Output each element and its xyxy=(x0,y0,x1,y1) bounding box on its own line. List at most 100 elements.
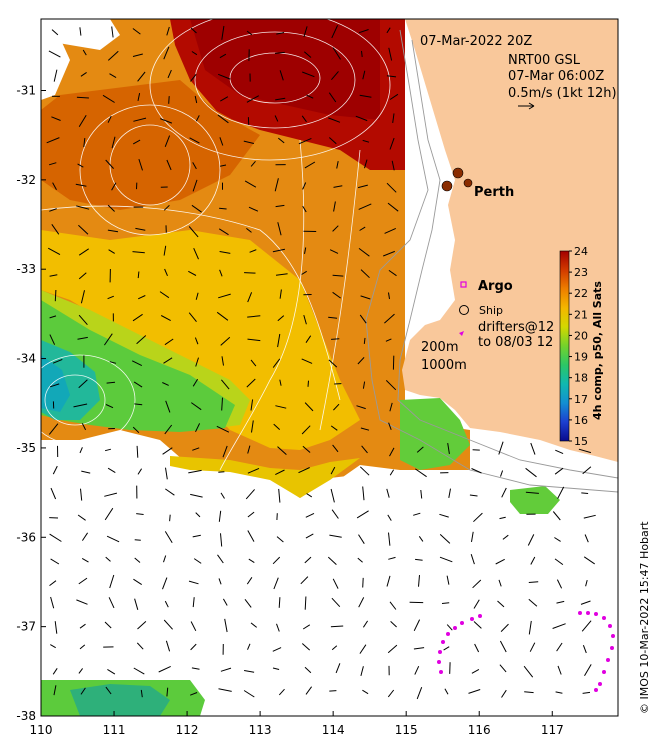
drifter-point xyxy=(608,624,612,628)
current-vector xyxy=(133,578,142,586)
current-vector xyxy=(135,227,146,231)
current-vector xyxy=(279,70,284,81)
y-tick-label: -31 xyxy=(16,83,36,97)
current-vector xyxy=(439,513,449,518)
current-vector xyxy=(109,73,117,79)
y-tick-label: -35 xyxy=(16,441,36,455)
ship-marker-icon xyxy=(459,305,469,315)
current-vector xyxy=(552,511,561,521)
x-tick-label: 113 xyxy=(249,723,272,737)
current-vector xyxy=(244,180,257,188)
current-vector xyxy=(83,138,86,148)
current-vector xyxy=(392,113,395,123)
drifter-point xyxy=(439,670,443,674)
current-vector xyxy=(333,185,343,188)
current-vector xyxy=(581,492,589,494)
current-vector xyxy=(301,270,307,275)
current-vector xyxy=(107,204,115,212)
current-vector xyxy=(105,686,112,695)
current-vector xyxy=(330,425,338,431)
current-vector xyxy=(221,356,224,366)
current-vector xyxy=(220,533,223,547)
current-vector xyxy=(278,688,285,696)
current-vector xyxy=(277,137,285,144)
current-vector xyxy=(386,575,391,587)
current-vector xyxy=(79,27,82,36)
current-vector xyxy=(279,289,282,299)
current-vector xyxy=(416,687,423,700)
current-vector xyxy=(362,689,369,695)
current-vector xyxy=(78,114,87,127)
current-vector xyxy=(274,51,285,54)
current-vector xyxy=(444,688,449,695)
current-vector xyxy=(525,467,537,478)
current-vector xyxy=(81,532,89,541)
current-vector xyxy=(192,162,197,170)
current-vector xyxy=(137,92,141,102)
current-vector xyxy=(111,26,114,38)
current-vector xyxy=(391,160,395,171)
current-vector xyxy=(132,28,141,35)
current-vector xyxy=(389,601,397,610)
current-vector xyxy=(279,379,282,386)
current-vector xyxy=(49,334,56,345)
current-vector xyxy=(77,336,88,340)
current-vector xyxy=(79,644,86,650)
current-vector xyxy=(48,423,59,435)
colorbar-tick-label: 22 xyxy=(574,287,588,300)
current-vector xyxy=(49,580,57,586)
current-vector xyxy=(329,690,337,692)
current-vector xyxy=(528,598,538,607)
current-vector xyxy=(107,115,112,123)
current-vector xyxy=(301,425,311,435)
current-vector xyxy=(188,312,197,323)
current-vector xyxy=(163,245,167,256)
drifter-point xyxy=(586,611,590,615)
drifter-point xyxy=(602,616,606,620)
current-vector xyxy=(165,467,168,480)
current-vector xyxy=(218,471,225,473)
current-vector xyxy=(53,69,58,82)
current-vector xyxy=(219,137,224,146)
current-vector xyxy=(219,251,231,254)
y-tick-label: -36 xyxy=(16,530,36,544)
current-vector xyxy=(328,359,338,368)
current-vector xyxy=(302,71,315,78)
drifters-label-2: to 08/03 12 xyxy=(478,335,553,350)
current-vector xyxy=(49,208,57,212)
current-vector xyxy=(137,71,146,82)
drifter-point xyxy=(446,632,450,636)
x-tick-label: 110 xyxy=(30,723,53,737)
current-vector xyxy=(191,402,202,411)
drifter-point xyxy=(602,670,606,674)
current-vector xyxy=(79,623,86,629)
current-vector xyxy=(389,137,395,150)
current-vector xyxy=(331,597,341,608)
current-vector xyxy=(78,668,84,674)
current-vector xyxy=(530,442,536,455)
current-vector xyxy=(530,556,536,565)
current-vector xyxy=(194,95,198,104)
current-vector xyxy=(302,624,311,630)
current-vector xyxy=(584,534,589,543)
current-vector xyxy=(525,491,539,494)
current-vector xyxy=(528,581,539,583)
current-vector xyxy=(163,46,170,60)
current-vector xyxy=(499,640,507,653)
current-vector xyxy=(388,556,396,560)
current-vector xyxy=(390,621,397,628)
current-vector xyxy=(188,270,197,276)
current-vector xyxy=(470,554,475,565)
current-vector xyxy=(162,382,169,386)
current-vector xyxy=(220,667,232,672)
current-vector xyxy=(527,534,535,546)
current-vector xyxy=(140,689,143,698)
current-vector xyxy=(274,178,279,192)
current-vector xyxy=(305,533,314,539)
current-vector xyxy=(222,598,228,606)
y-tick-label: -38 xyxy=(16,709,36,723)
current-vector xyxy=(273,577,279,590)
contour-1000-label: 1000m xyxy=(421,358,467,373)
colorbar-ticks: 24 23 22 21 20 19 18 17 16 15 xyxy=(569,245,588,448)
model-label: NRT00 GSL xyxy=(508,53,581,68)
